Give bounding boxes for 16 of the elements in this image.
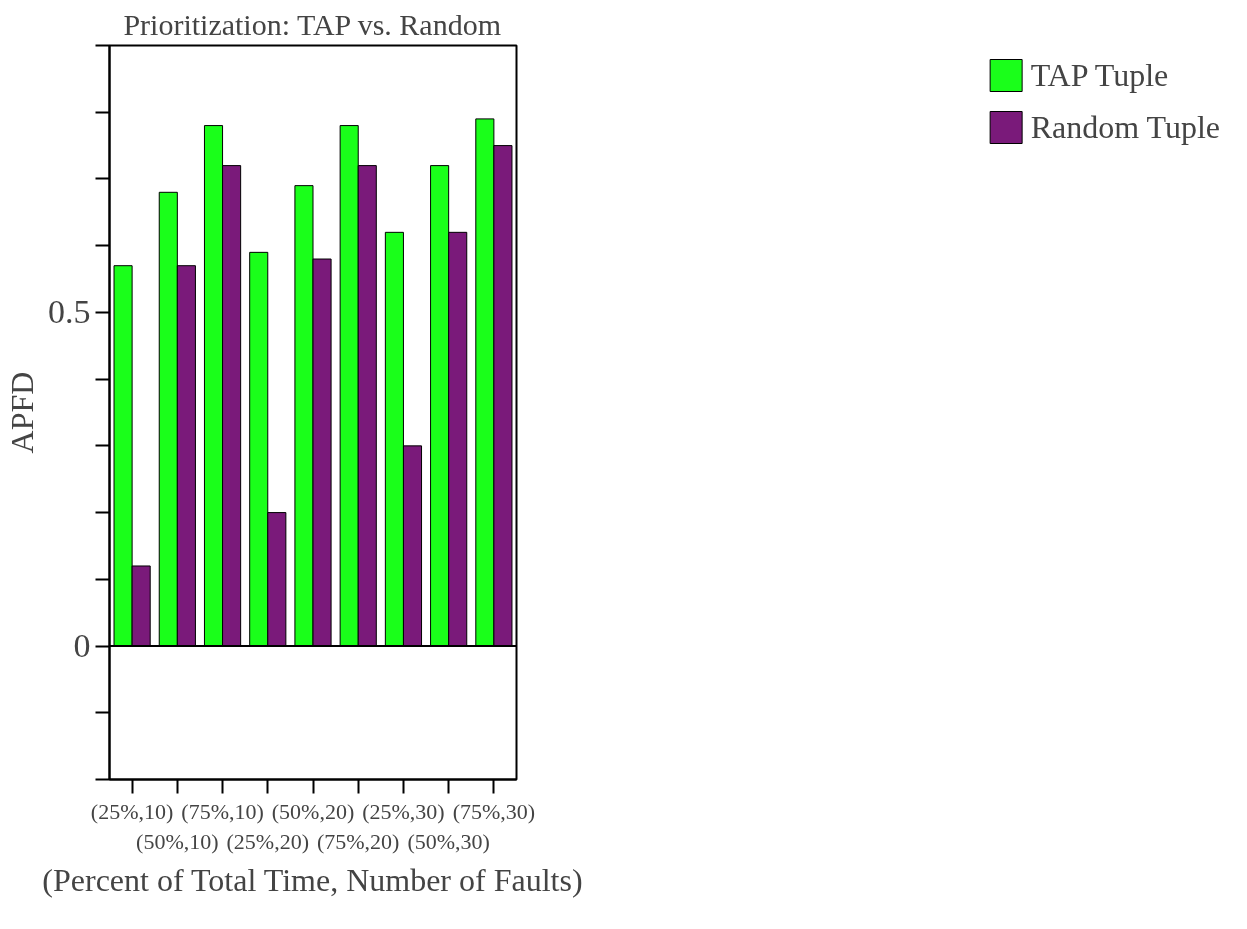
x-tick-label: (75%,10) bbox=[181, 798, 264, 824]
legend-label: TAP Tuple bbox=[1030, 56, 1169, 94]
legend-label: Random Tuple bbox=[1030, 108, 1220, 146]
x-tick-label: (25%,20) bbox=[226, 828, 310, 854]
x-tick-label: (50%,10) bbox=[136, 828, 219, 854]
y-tick-label: 0.5 bbox=[48, 293, 91, 331]
x-tick-label: (75%,20) bbox=[316, 828, 400, 854]
x-tick-label: (75%,30) bbox=[452, 798, 536, 824]
x-tick-label: (25%,10) bbox=[90, 798, 174, 824]
y-tick-label: 0 bbox=[73, 627, 91, 665]
chart-title: Prioritization: TAP vs. Random bbox=[123, 7, 501, 41]
x-tick-label: (50%,20) bbox=[271, 798, 355, 824]
x-axis-title: (Percent of Total Time, Number of Faults) bbox=[42, 861, 583, 898]
x-tick-label: (25%,30) bbox=[362, 798, 445, 824]
y-axis-title: APFD bbox=[4, 371, 40, 454]
x-tick-label: (50%,30) bbox=[407, 828, 490, 854]
